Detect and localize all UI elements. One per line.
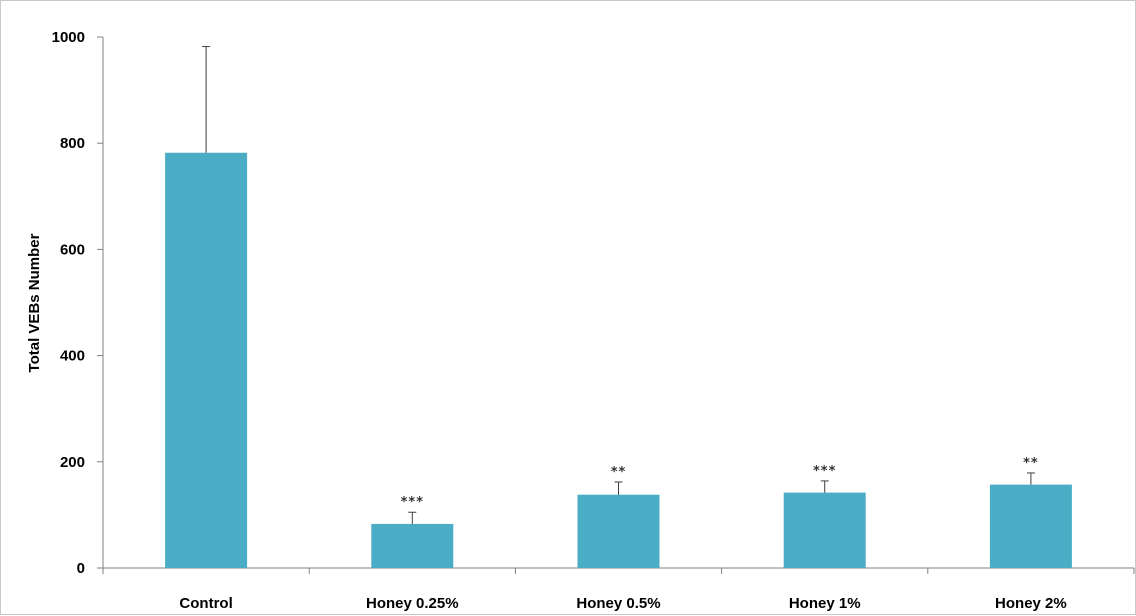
x-category-label: Honey 2%	[995, 595, 1067, 612]
significance-label: **	[611, 465, 627, 480]
y-axis-title: Total VEBs Number	[26, 233, 43, 372]
x-category-label: Control	[179, 595, 232, 612]
bar	[989, 484, 1072, 568]
x-category-label: Honey 1%	[789, 595, 861, 612]
x-category-label: Honey 0.25%	[366, 595, 459, 612]
bar	[371, 523, 454, 568]
bar	[577, 494, 660, 568]
y-tick-label: 1000	[52, 29, 85, 46]
y-tick-label: 400	[60, 348, 85, 365]
x-category-label: Honey 0.5%	[576, 595, 660, 612]
significance-label: ***	[401, 495, 424, 510]
y-tick-label: 800	[60, 135, 85, 152]
significance-label: **	[1023, 456, 1039, 471]
plot-area: 0 200 400 600 800 1000 Control *** Honey 0.25% **…	[52, 29, 1135, 612]
y-tick-label: 200	[60, 454, 85, 471]
bar	[783, 492, 866, 568]
significance-label: ***	[813, 464, 836, 479]
bar	[165, 152, 248, 568]
y-tick-label: 600	[60, 241, 85, 258]
y-tick-label: 0	[77, 560, 85, 577]
